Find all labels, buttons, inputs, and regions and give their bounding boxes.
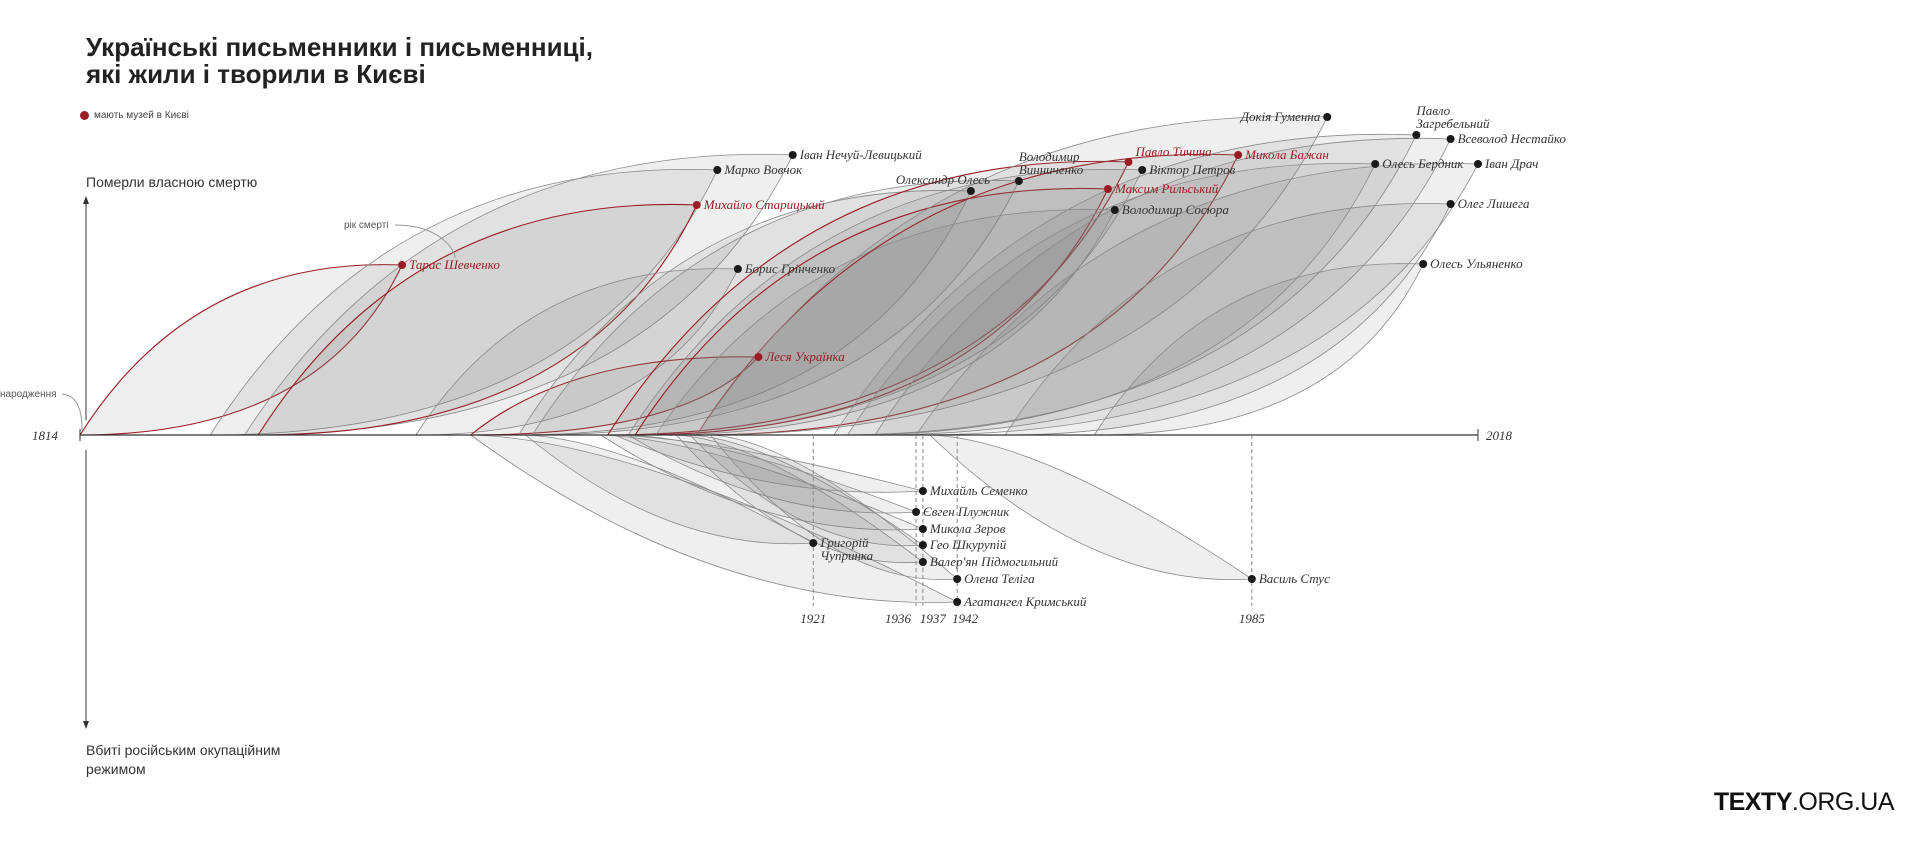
legend-label: мають музей в Києві <box>94 110 189 121</box>
writer-death-dot[interactable] <box>1419 260 1428 268</box>
year-tick-label: 1936 <box>885 611 912 626</box>
writer-name-label: Павло Тичина <box>1135 144 1213 159</box>
year-tick-label: 1937 <box>920 611 947 626</box>
killed-writer-name-label: Михайль Семенко <box>929 483 1028 498</box>
page-title: Українські письменники і письменниці, як… <box>86 34 593 88</box>
writer-death-dot[interactable] <box>733 265 742 273</box>
killed-writer-death-dot[interactable] <box>918 525 927 533</box>
writer-death-dot[interactable] <box>1103 185 1112 193</box>
writer-name-label: Тарас Шевченко <box>409 257 500 272</box>
killed-writer-name-label: Євген Плужник <box>923 504 1010 519</box>
writer-name-label: Борис Грінченко <box>744 261 836 276</box>
killed-writer-name-label: Василь Стус <box>1259 571 1330 586</box>
texty-logo[interactable]: TEXTY.ORG.UA <box>1713 788 1895 817</box>
killed-writer-death-dot[interactable] <box>809 539 818 547</box>
writer-death-dot[interactable] <box>1138 166 1147 174</box>
logo-rest: .ORG.UA <box>1791 788 1895 816</box>
writer-death-dot[interactable] <box>1446 135 1455 143</box>
writer-death-dot[interactable] <box>1474 160 1482 168</box>
killed-writer-name-label: Григорій Чупринка <box>819 535 873 563</box>
writer-name-label: Олесь Бердник <box>1382 156 1464 171</box>
title-line-1: Українські письменники і письменниці, <box>86 32 593 62</box>
writer-name-label: Павло Загребельний <box>1415 103 1490 131</box>
writer-name-label: Олесь Ульяненко <box>1430 256 1523 271</box>
writer-death-dot[interactable] <box>1234 151 1243 159</box>
writer-name-label: Володимир Сосюра <box>1122 202 1230 217</box>
writer-name-label: Олександр Олесь <box>896 172 990 187</box>
killed-writer-death-dot[interactable] <box>918 487 927 495</box>
writer-death-dot[interactable] <box>1110 206 1119 214</box>
writer-name-label: Всеволод Нестайко <box>1458 131 1567 146</box>
writer-death-dot[interactable] <box>1412 131 1421 139</box>
killed-writer-name-label: Агатангел Кримський <box>963 594 1087 609</box>
killed-writer-death-dot[interactable] <box>918 558 927 566</box>
writer-name-label: Віктор Петров <box>1149 162 1235 177</box>
down-arrow-head-icon <box>83 721 89 729</box>
birth-annotation-line <box>61 393 83 431</box>
legend: мають музей в Києві <box>80 110 189 121</box>
killed-writer-name-label: Гео Шкурупій <box>929 537 1007 552</box>
writer-death-dot[interactable] <box>754 353 763 361</box>
killed-writer-death-dot[interactable] <box>953 598 962 606</box>
writer-death-dot[interactable] <box>692 201 701 209</box>
death-annotation: рік смерті <box>344 220 389 231</box>
writer-death-dot[interactable] <box>1323 113 1332 121</box>
writer-name-label: Докія Гуменна <box>1239 109 1321 124</box>
writer-name-label: Леся Українка <box>764 349 845 364</box>
up-axis-label: Померли власною смертю <box>86 174 258 190</box>
killed-writer-name-label: Олена Теліга <box>964 571 1035 586</box>
killed-writer-name-label: Микола Зеров <box>929 521 1006 536</box>
start-year-label: 1814 <box>32 428 59 443</box>
writer-death-dot[interactable] <box>1446 200 1455 208</box>
end-year-label: 2018 <box>1486 428 1513 443</box>
writer-death-dot[interactable] <box>788 151 797 159</box>
writer-name-label: Михайло Старицький <box>703 197 825 212</box>
killed-writer-death-dot[interactable] <box>918 541 927 549</box>
writer-name-label: Марко Вовчок <box>723 162 803 177</box>
up-arrow-head-icon <box>83 196 89 204</box>
killed-writer-name-label: Валер'ян Підмогильний <box>930 554 1059 569</box>
year-tick-label: 1921 <box>800 611 826 626</box>
writer-death-dot[interactable] <box>1371 160 1380 168</box>
death-annotation-line <box>394 224 456 259</box>
writer-death-dot[interactable] <box>398 261 407 269</box>
writer-name-label: Іван Драч <box>1484 156 1538 171</box>
down-axis-label: Вбиті російським окупаційним режимом <box>86 742 281 777</box>
writer-death-dot[interactable] <box>1124 158 1133 166</box>
killed-writer-death-dot[interactable] <box>953 575 962 583</box>
killed-writer-death-dot[interactable] <box>1247 575 1256 583</box>
writer-death-dot[interactable] <box>713 166 722 174</box>
birth-annotation: народження <box>0 389 57 400</box>
museum-dot-icon <box>80 111 89 120</box>
writer-name-label: Володимир Винниченко <box>1019 149 1084 177</box>
writer-death-dot[interactable] <box>1014 177 1023 185</box>
writer-name-label: Микола Бажан <box>1244 147 1329 162</box>
writer-name-label: Іван Нечуй-Левицький <box>799 147 923 162</box>
writer-name-label: Максим Рильський <box>1114 181 1219 196</box>
year-tick-label: 1985 <box>1239 611 1266 626</box>
logo-bold: TEXTY <box>1713 788 1793 816</box>
killed-writer-death-dot[interactable] <box>912 508 921 516</box>
year-tick-label: 1942 <box>952 611 979 626</box>
writer-name-label: Олег Лишега <box>1458 196 1530 211</box>
title-line-2: які жили і творили в Києві <box>86 59 426 89</box>
writer-death-dot[interactable] <box>966 187 975 195</box>
